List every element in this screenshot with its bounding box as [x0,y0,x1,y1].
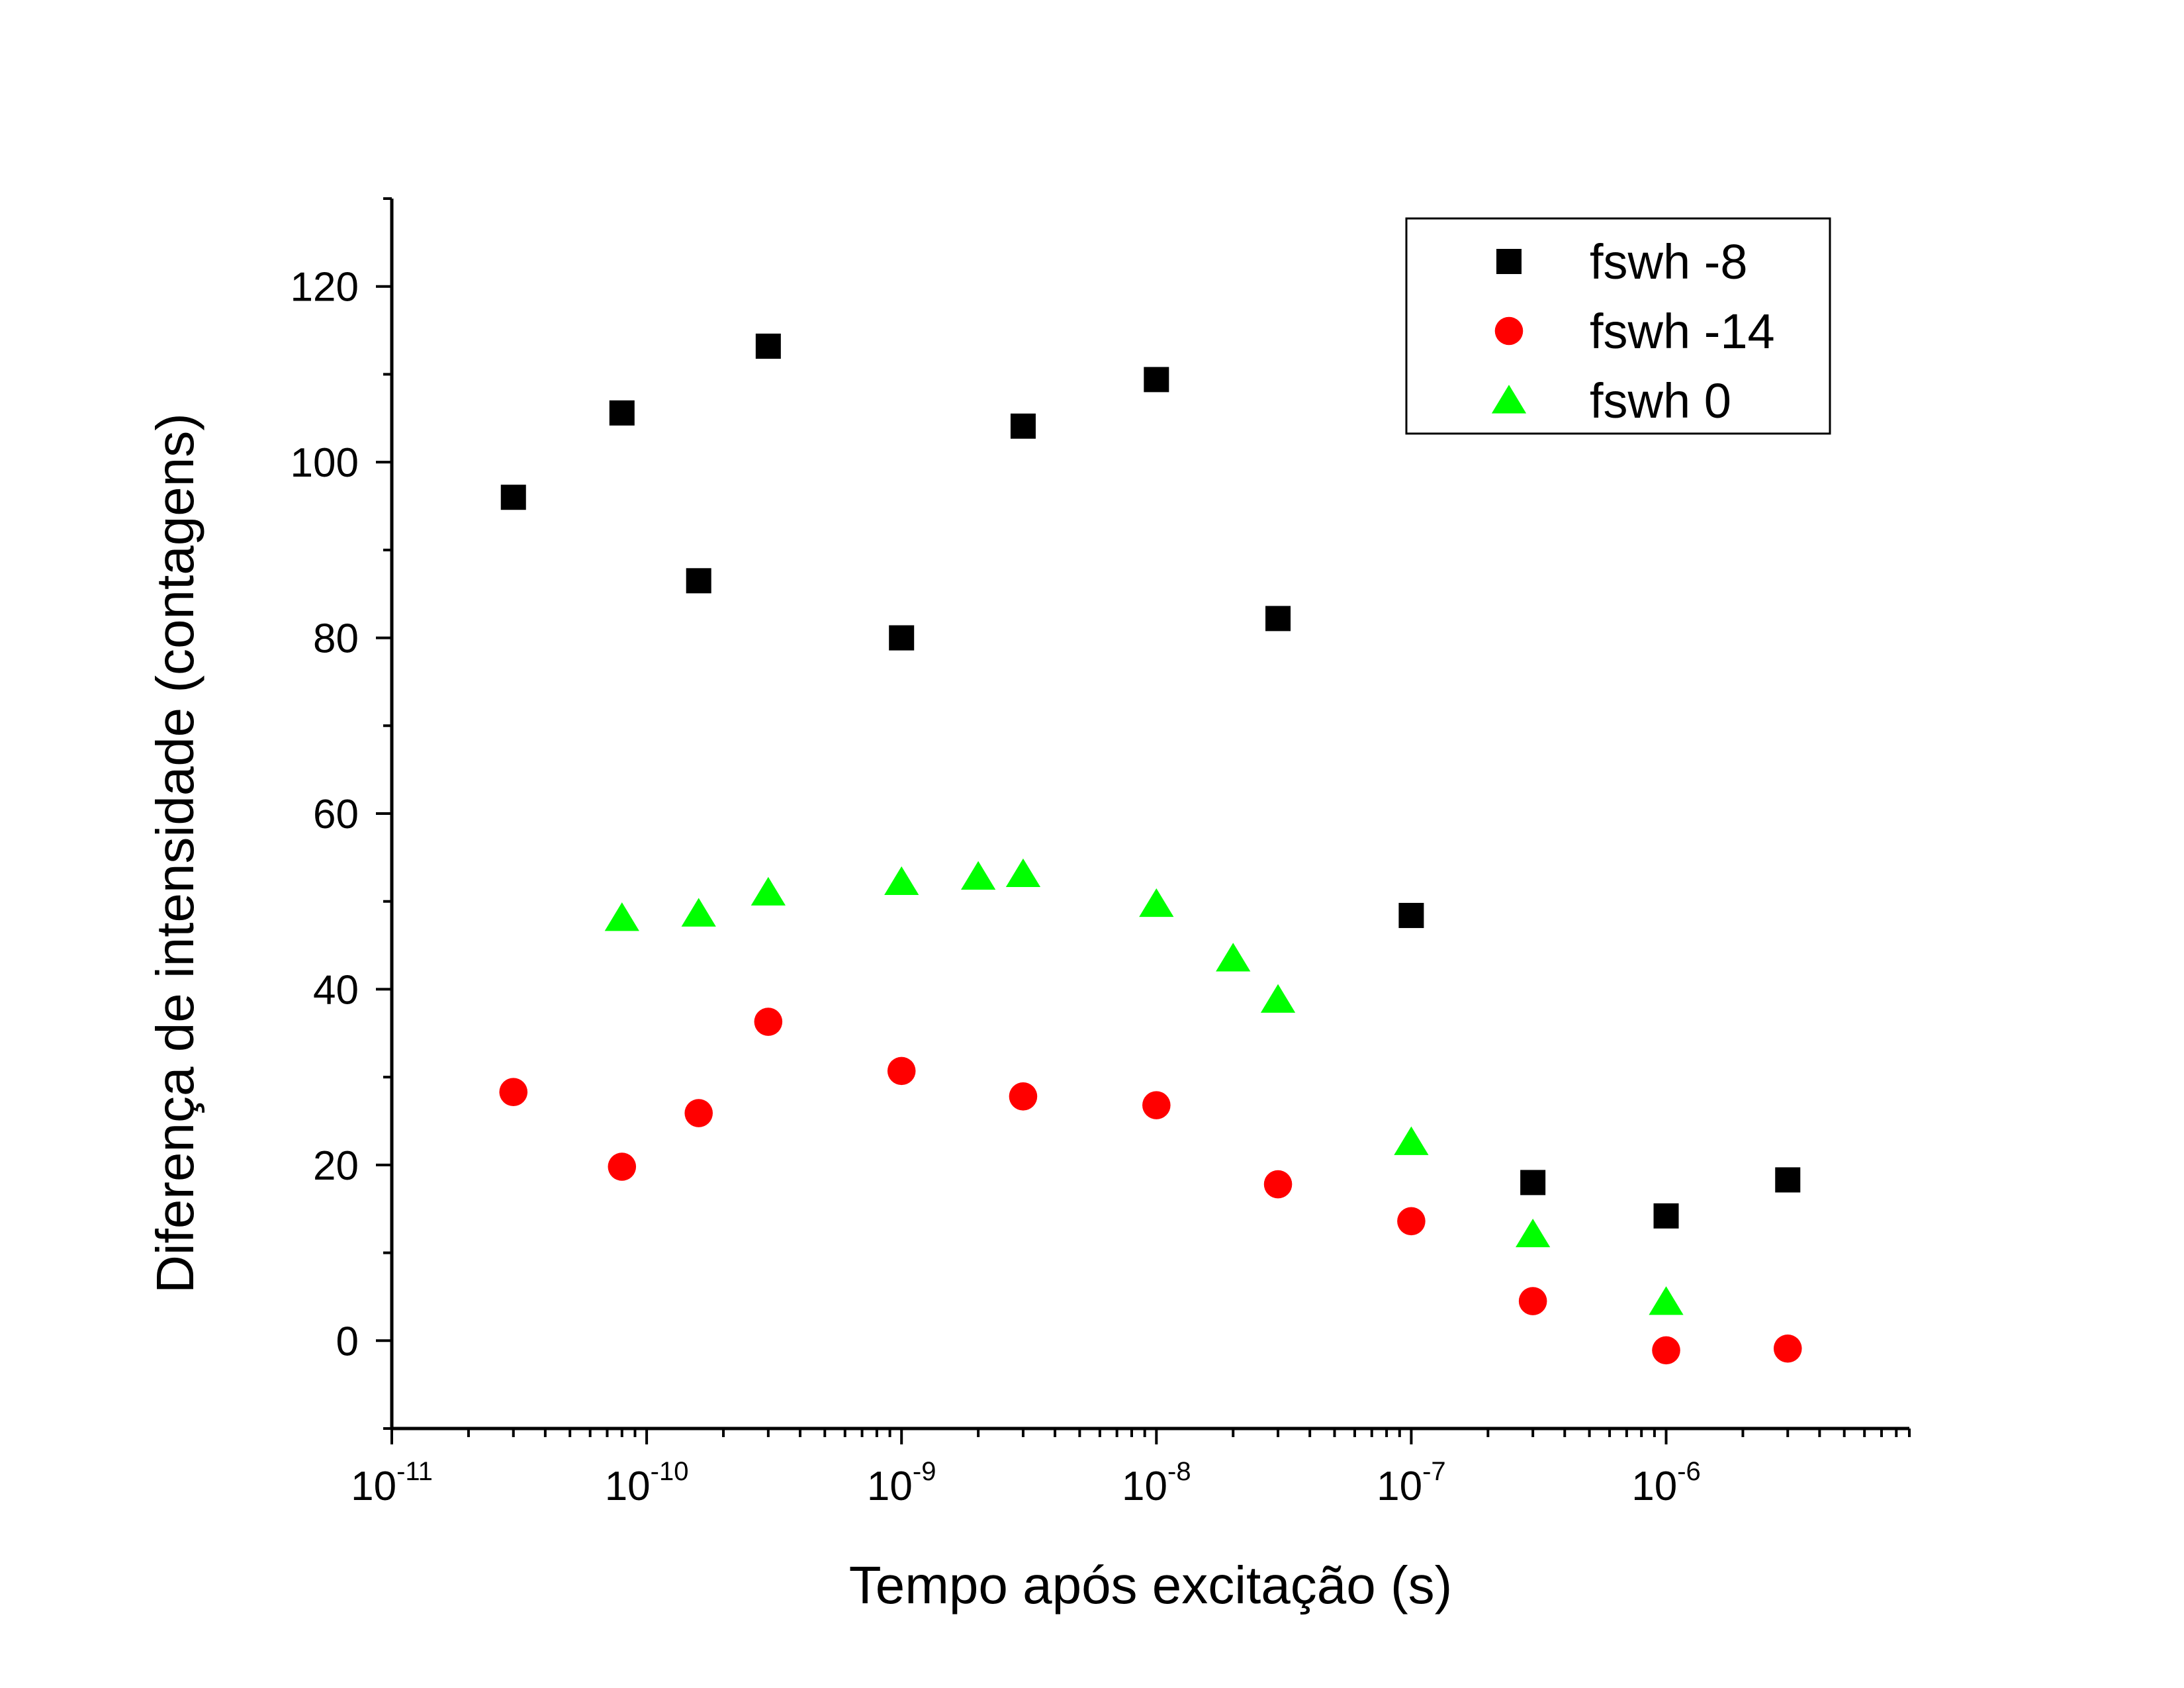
data-point [500,485,526,510]
data-point [1142,1091,1171,1119]
data-point [1009,1082,1038,1111]
data-point [1005,858,1041,888]
data-point [1773,1334,1802,1363]
data-point [1398,902,1424,928]
data-point [751,876,786,906]
data-points [499,333,1802,1365]
legend-marker [1496,249,1522,274]
tick-marks [376,197,1911,1444]
data-point [1775,1167,1801,1193]
data-point [1652,1336,1680,1365]
data-point [1216,943,1251,972]
x-tick-label: 10-8 [1122,1457,1191,1509]
legend-marker [1491,385,1527,414]
data-point [609,400,635,426]
y-tick-label: 100 [291,440,359,486]
series-square [500,333,1801,1229]
data-point [1518,1287,1547,1315]
legend: fswh -8 fswh -14 fswh 0 [1405,217,1831,435]
data-point [1265,606,1291,632]
legend-label: fswh 0 [1590,373,1731,428]
x-tick-label: 10-11 [351,1457,433,1509]
legend-box [1405,217,1831,435]
x-tick-labels: 10-11 10-10 10-9 10-8 10-7 10-6 [351,1457,1701,1509]
data-point [1139,888,1174,917]
data-point [1260,984,1296,1013]
y-tick-labels: 0 20 40 60 80 100 120 [291,265,359,1365]
series-triangle [604,858,1684,1315]
y-tick-label: 0 [336,1319,359,1364]
data-point [884,866,919,895]
legend-label: fswh -14 [1590,304,1775,359]
x-axis-title: Tempo após excitação (s) [849,1556,1453,1615]
data-point [1394,1126,1429,1155]
x-tick-label: 10-7 [1377,1457,1446,1509]
data-point [1144,367,1169,393]
legend-label: fswh -8 [1590,234,1748,289]
x-tick-label: 10-6 [1631,1457,1701,1509]
y-tick-label: 120 [291,265,359,310]
y-tick-label: 40 [313,967,359,1013]
data-point [961,861,996,890]
data-point [889,625,915,651]
data-point [1516,1218,1551,1248]
y-tick-label: 60 [313,792,359,837]
data-point [754,1008,783,1036]
data-point [1653,1203,1679,1229]
data-point [887,1056,916,1086]
data-point [1397,1207,1426,1236]
data-point [604,902,639,931]
data-point [681,898,716,927]
data-point [684,1099,713,1127]
data-point [608,1152,637,1181]
data-point [1010,413,1036,439]
data-point [755,333,781,359]
y-tick-label: 20 [313,1143,359,1189]
x-tick-label: 10-9 [867,1457,936,1509]
y-tick-label: 80 [313,616,359,662]
y-axis-title: Diferença de intensidade (contagens) [146,413,205,1293]
data-point [1649,1286,1684,1315]
data-point [499,1078,528,1106]
legend-marker [1494,316,1524,346]
data-point [686,568,711,594]
series-circle [499,1008,1802,1365]
x-tick-label: 10-10 [605,1457,689,1509]
data-point [1263,1170,1293,1199]
data-point [1520,1170,1546,1196]
